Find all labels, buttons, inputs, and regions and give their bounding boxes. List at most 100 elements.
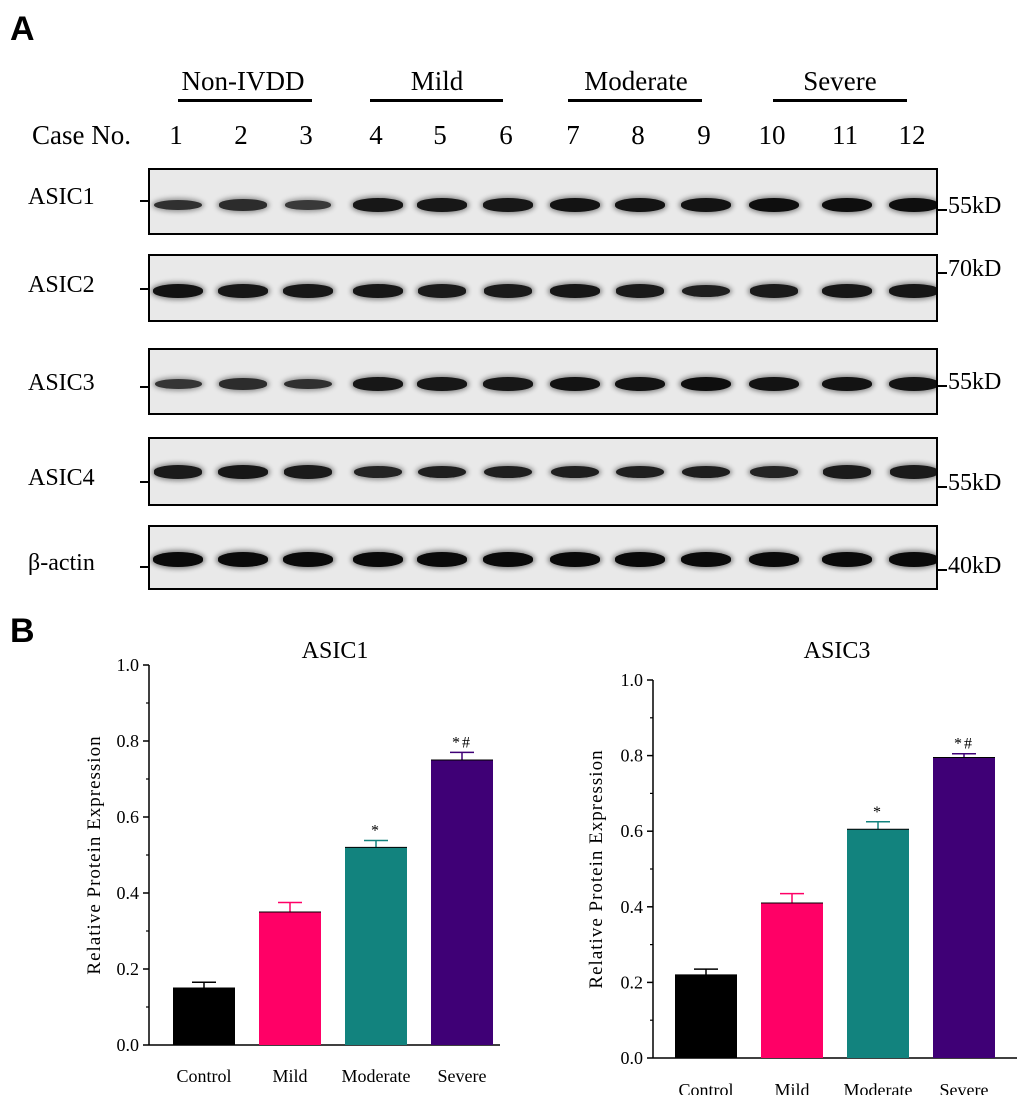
bar-control [173, 988, 235, 1045]
x-category-label: Severe [438, 1066, 487, 1086]
asic3-bar-chart: ASIC3 Relative Protein Expression 0.0 0.2 0.… [586, 638, 1017, 1095]
bar-severe [431, 760, 493, 1045]
protein-band [749, 284, 799, 298]
lane-number: 4 [369, 120, 383, 150]
chart-title: ASIC1 [302, 638, 369, 664]
group-underline [370, 99, 503, 102]
bar-moderate [345, 847, 407, 1045]
y-tick-label: 0.2 [621, 972, 644, 992]
protein-band [483, 284, 533, 298]
protein-label: ASIC3 [28, 370, 95, 396]
protein-band [889, 376, 936, 392]
group-underline [568, 99, 702, 102]
molecular-weight-label: 55kD [948, 193, 1002, 219]
protein-band [353, 465, 403, 479]
protein-band [749, 551, 799, 567]
protein-band [417, 551, 467, 567]
protein-band [417, 465, 467, 479]
bar-severe [933, 757, 995, 1058]
blot-asic1 [148, 168, 938, 235]
significance-annotation: *# [954, 736, 974, 753]
molecular-weight-label: 70kD [948, 256, 1002, 282]
protein-band [353, 551, 403, 567]
protein-band [889, 465, 936, 479]
protein-band [615, 376, 665, 392]
protein-band [483, 465, 533, 479]
protein-band [681, 465, 731, 479]
y-tick-label: 0.4 [117, 883, 140, 903]
protein-band [889, 197, 936, 213]
significance-annotation: *# [452, 734, 472, 751]
x-category-label: Control [176, 1066, 231, 1086]
protein-band [283, 551, 333, 567]
molecular-weight-label: 55kD [948, 369, 1002, 395]
protein-band [284, 199, 332, 211]
protein-band [550, 551, 600, 567]
molecular-weight-label: 40kD [948, 553, 1002, 579]
lane-number: 7 [566, 120, 580, 150]
y-tick-label: 0.8 [621, 746, 644, 766]
chart-title: ASIC3 [804, 638, 871, 664]
protein-band [218, 284, 268, 298]
x-category-label: Mild [272, 1066, 307, 1086]
protein-band [154, 378, 202, 390]
protein-band [615, 197, 665, 213]
protein-band [153, 551, 203, 567]
lane-number: 12 [898, 120, 926, 150]
bar-mild [259, 912, 321, 1045]
protein-band [681, 551, 731, 567]
blot-asic4 [148, 437, 938, 506]
molecular-weight-tick [938, 486, 947, 488]
molecular-weight-tick [938, 569, 947, 571]
protein-band [681, 284, 731, 298]
protein-band [353, 284, 403, 298]
protein-band [218, 465, 268, 479]
protein-band [219, 378, 267, 390]
protein-label-tick [140, 200, 149, 202]
protein-band [483, 377, 533, 391]
y-tick-label: 0.8 [117, 731, 140, 751]
x-category-label: Control [678, 1080, 733, 1095]
protein-band [822, 284, 872, 298]
group-underline [178, 99, 312, 102]
group-label-severe: Severe [803, 66, 877, 96]
protein-label: ASIC4 [28, 465, 95, 491]
lane-number: 3 [299, 120, 313, 150]
bar-moderate [847, 829, 909, 1058]
protein-band [154, 199, 202, 211]
protein-band [218, 551, 268, 567]
bar-mild [761, 903, 823, 1058]
protein-band [283, 465, 333, 479]
panel-b-label: B [10, 612, 35, 650]
protein-band [889, 551, 936, 567]
panel-a-label: A [10, 10, 35, 48]
y-tick-label: 0.6 [117, 807, 140, 827]
protein-band [615, 551, 665, 567]
protein-band [822, 551, 872, 567]
blot-asic3 [148, 348, 938, 415]
case-number-label: Case No. [32, 120, 131, 150]
molecular-weight-tick [938, 385, 947, 387]
protein-band [483, 551, 533, 567]
significance-annotation: * [371, 823, 381, 840]
protein-band [749, 197, 799, 213]
y-axis-label: Relative Protein Expression [586, 749, 607, 988]
protein-label: β-actin [28, 550, 95, 576]
protein-band [153, 283, 203, 299]
protein-band [417, 377, 467, 391]
protein-label: ASIC2 [28, 272, 95, 298]
protein-band [749, 465, 799, 479]
protein-label-tick [140, 566, 149, 568]
y-tick-label: 0.6 [621, 821, 644, 841]
protein-band [483, 198, 533, 212]
protein-band [615, 465, 665, 479]
x-category-label: Mild [774, 1080, 809, 1095]
molecular-weight-label: 55kD [948, 470, 1002, 496]
y-tick-label: 0.4 [621, 897, 644, 917]
lane-number: 10 [758, 120, 786, 150]
protein-label: ASIC1 [28, 184, 95, 210]
blot-asic2 [148, 254, 938, 322]
x-category-label: Severe [940, 1080, 989, 1095]
protein-band [749, 376, 799, 392]
group-underline [773, 99, 907, 102]
